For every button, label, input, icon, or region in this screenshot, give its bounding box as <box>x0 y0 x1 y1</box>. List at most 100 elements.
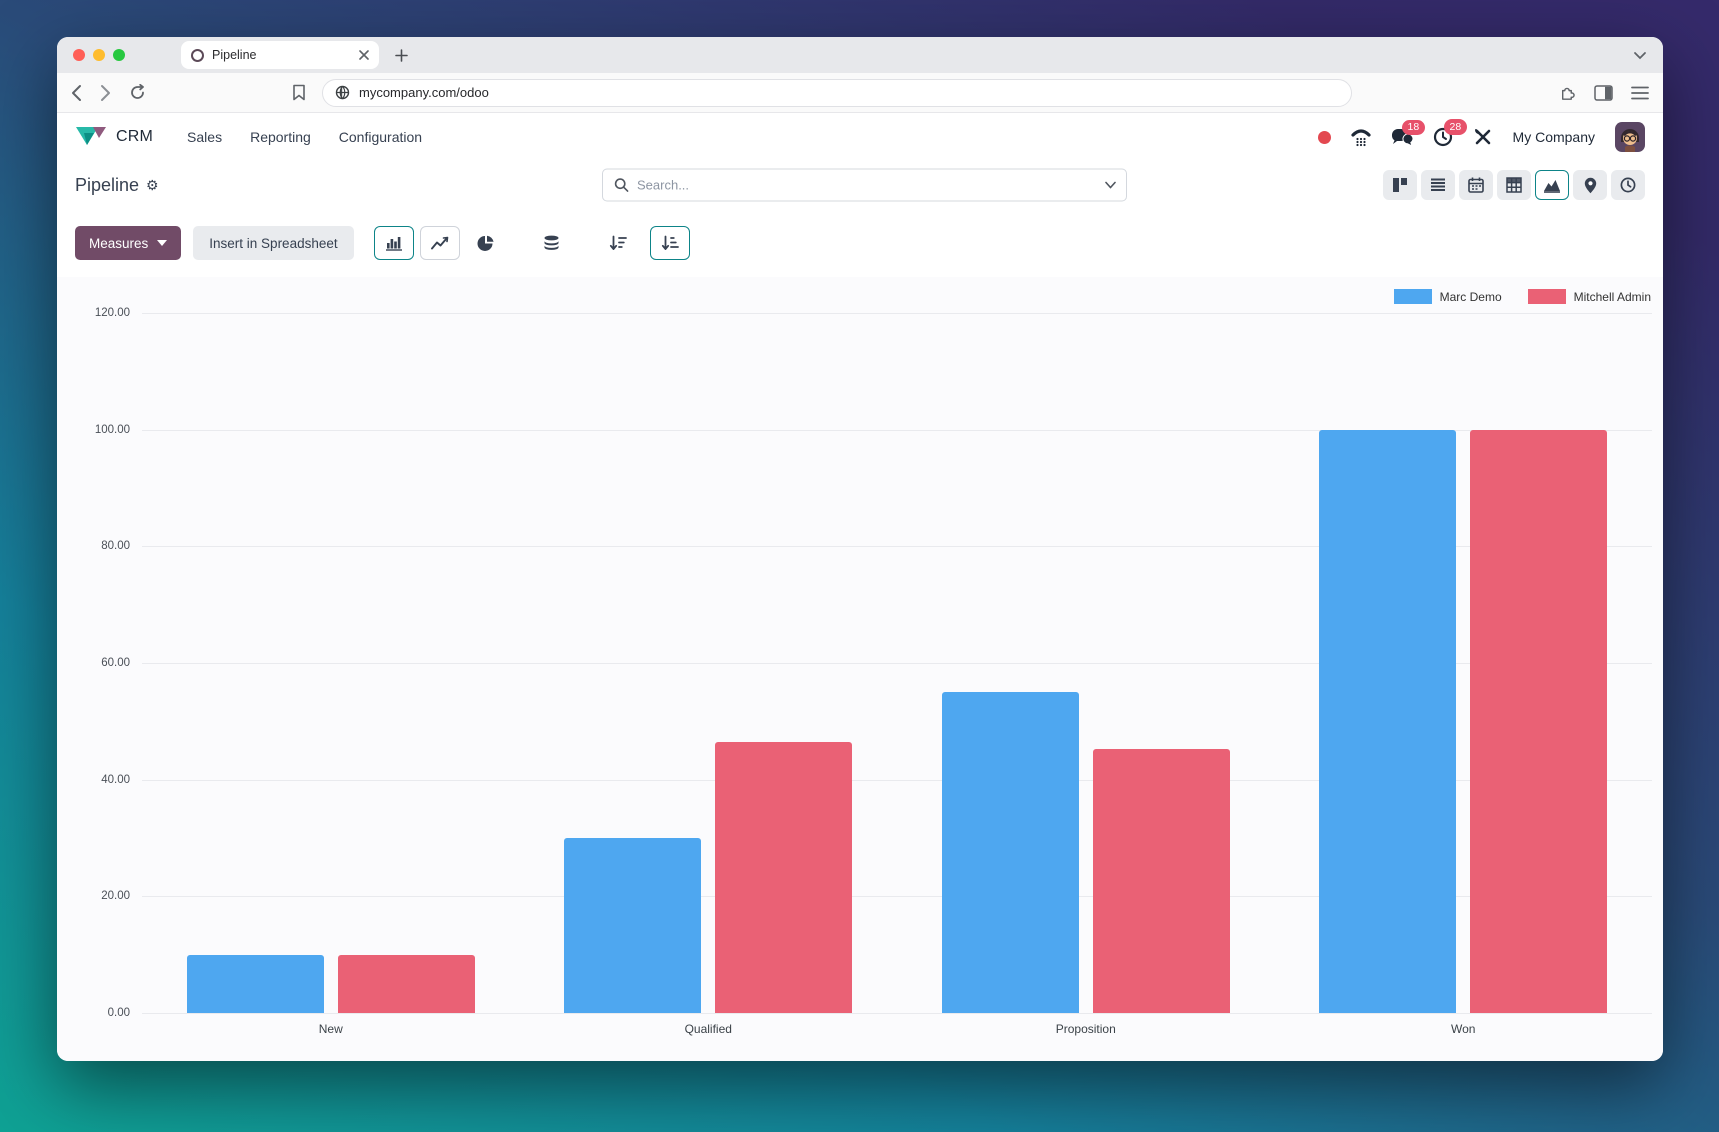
x-category-label: Qualified <box>684 1022 732 1036</box>
menu-hamburger-icon[interactable] <box>1631 86 1649 100</box>
odoo-navbar: CRM Sales Reporting Configuration <box>57 113 1663 161</box>
chart-type-group <box>373 226 506 260</box>
bar-cluster <box>142 313 520 1013</box>
browser-tab-pipeline[interactable]: Pipeline <box>181 41 379 69</box>
view-pivot-button[interactable] <box>1497 170 1531 200</box>
tab-title: Pipeline <box>212 48 257 62</box>
systray: 18 28 My Company <box>1317 119 1645 152</box>
voip-phone-icon[interactable] <box>1350 128 1371 147</box>
view-map-button[interactable] <box>1573 170 1607 200</box>
tab-favicon-icon <box>191 48 204 62</box>
view-graph-button[interactable] <box>1535 170 1569 200</box>
site-globe-icon <box>335 85 350 100</box>
search-bar <box>602 168 1127 202</box>
legend-swatch <box>1527 289 1566 304</box>
sidebar-toggle-icon[interactable] <box>1594 84 1613 101</box>
close-tab-icon[interactable] <box>359 50 369 60</box>
view-list-button[interactable] <box>1421 170 1455 200</box>
window-controls <box>73 49 125 61</box>
bookmark-icon[interactable] <box>292 84 306 101</box>
activities-badge: 28 <box>1443 119 1468 135</box>
bar[interactable] <box>1470 429 1608 1013</box>
bar-cluster <box>897 313 1275 1013</box>
x-category-label: Proposition <box>1055 1022 1116 1036</box>
bar[interactable] <box>337 954 475 1013</box>
address-bar[interactable]: mycompany.com/odoo <box>322 78 1352 107</box>
view-calendar-button[interactable] <box>1459 170 1493 200</box>
bar[interactable] <box>186 954 324 1013</box>
graph-toolbar: Measures Insert in Spreadsheet <box>57 209 1663 277</box>
bar[interactable] <box>1092 748 1230 1013</box>
extensions-puzzle-icon[interactable] <box>1557 83 1576 102</box>
legend-label: Mitchell Admin <box>1573 289 1651 304</box>
search-dropdown-caret-icon[interactable] <box>1094 170 1126 201</box>
user-avatar[interactable] <box>1615 122 1645 152</box>
caret-down-icon <box>157 240 168 246</box>
new-tab-button[interactable] <box>395 48 408 62</box>
chart-legend: Marc Demo Mitchell Admin <box>1393 289 1651 304</box>
x-category-label: New <box>318 1022 343 1036</box>
gridline <box>142 546 1652 548</box>
back-icon[interactable] <box>71 84 82 102</box>
bar[interactable] <box>941 692 1079 1013</box>
tab-strip: Pipeline <box>57 37 1663 73</box>
bar[interactable] <box>564 838 702 1013</box>
bar-chart-button[interactable] <box>373 226 414 260</box>
browser-window: Pipeline <box>57 37 1663 1061</box>
recording-dot-icon <box>1317 130 1331 144</box>
gridline <box>142 779 1652 781</box>
app-name: CRM <box>116 128 154 145</box>
insert-in-spreadsheet-button[interactable]: Insert in Spreadsheet <box>193 226 354 260</box>
bar-cluster <box>1275 313 1653 1013</box>
view-switcher <box>1383 170 1645 200</box>
legend-entry[interactable]: Marc Demo <box>1393 289 1502 304</box>
y-tick-label: 120.00 <box>94 307 130 319</box>
app-switcher[interactable]: CRM <box>75 125 153 149</box>
view-activity-button[interactable] <box>1611 170 1645 200</box>
close-window-button[interactable] <box>73 49 85 61</box>
sort-ascending-button[interactable] <box>649 226 690 260</box>
gridline <box>142 429 1652 431</box>
forward-icon[interactable] <box>100 84 111 102</box>
legend-entry[interactable]: Mitchell Admin <box>1527 289 1651 304</box>
bar-cluster <box>520 313 898 1013</box>
y-tick-label: 100.00 <box>94 423 130 436</box>
pie-chart-button[interactable] <box>465 226 506 260</box>
control-panel: Pipeline ⚙ <box>57 161 1663 209</box>
legend-label: Marc Demo <box>1439 289 1502 304</box>
line-chart-button[interactable] <box>419 226 460 260</box>
y-tick-label: 80.00 <box>101 540 130 553</box>
activities-clock-icon[interactable]: 28 <box>1433 119 1468 147</box>
stacked-toggle-button[interactable] <box>531 226 572 260</box>
gridline <box>142 313 1652 314</box>
bar[interactable] <box>715 741 853 1013</box>
menu-configuration[interactable]: Configuration <box>338 129 423 145</box>
reload-icon[interactable] <box>129 84 146 101</box>
messages-chat-icon[interactable]: 18 <box>1391 119 1426 147</box>
y-tick-label: 40.00 <box>101 773 130 786</box>
menu-reporting[interactable]: Reporting <box>250 129 311 145</box>
maximize-window-button[interactable] <box>113 49 125 61</box>
view-kanban-button[interactable] <box>1383 170 1417 200</box>
messages-badge: 18 <box>1401 119 1426 136</box>
y-tick-label: 0.00 <box>107 1007 130 1019</box>
browser-toolbar: mycompany.com/odoo <box>57 73 1663 113</box>
bar[interactable] <box>1319 429 1457 1013</box>
search-input[interactable] <box>637 177 1094 193</box>
tab-list-chevron-icon[interactable] <box>1633 51 1647 60</box>
gridline <box>142 1013 1652 1014</box>
menu-sales[interactable]: Sales <box>187 129 223 145</box>
minimize-window-button[interactable] <box>93 49 105 61</box>
measures-button[interactable]: Measures <box>75 226 182 260</box>
y-tick-label: 20.00 <box>101 890 130 903</box>
url-text: mycompany.com/odoo <box>359 85 489 100</box>
top-menus: Sales Reporting Configuration <box>177 123 432 151</box>
company-name[interactable]: My Company <box>1512 129 1595 145</box>
chart-region: Marc Demo Mitchell Admin 0.00 20.00 40.00 60… <box>57 277 1663 1061</box>
sort-descending-button[interactable] <box>597 226 638 260</box>
search-icon <box>603 178 637 193</box>
gear-icon[interactable]: ⚙ <box>146 176 159 193</box>
tools-icon[interactable] <box>1473 127 1493 147</box>
breadcrumb: Pipeline ⚙ <box>75 175 159 196</box>
